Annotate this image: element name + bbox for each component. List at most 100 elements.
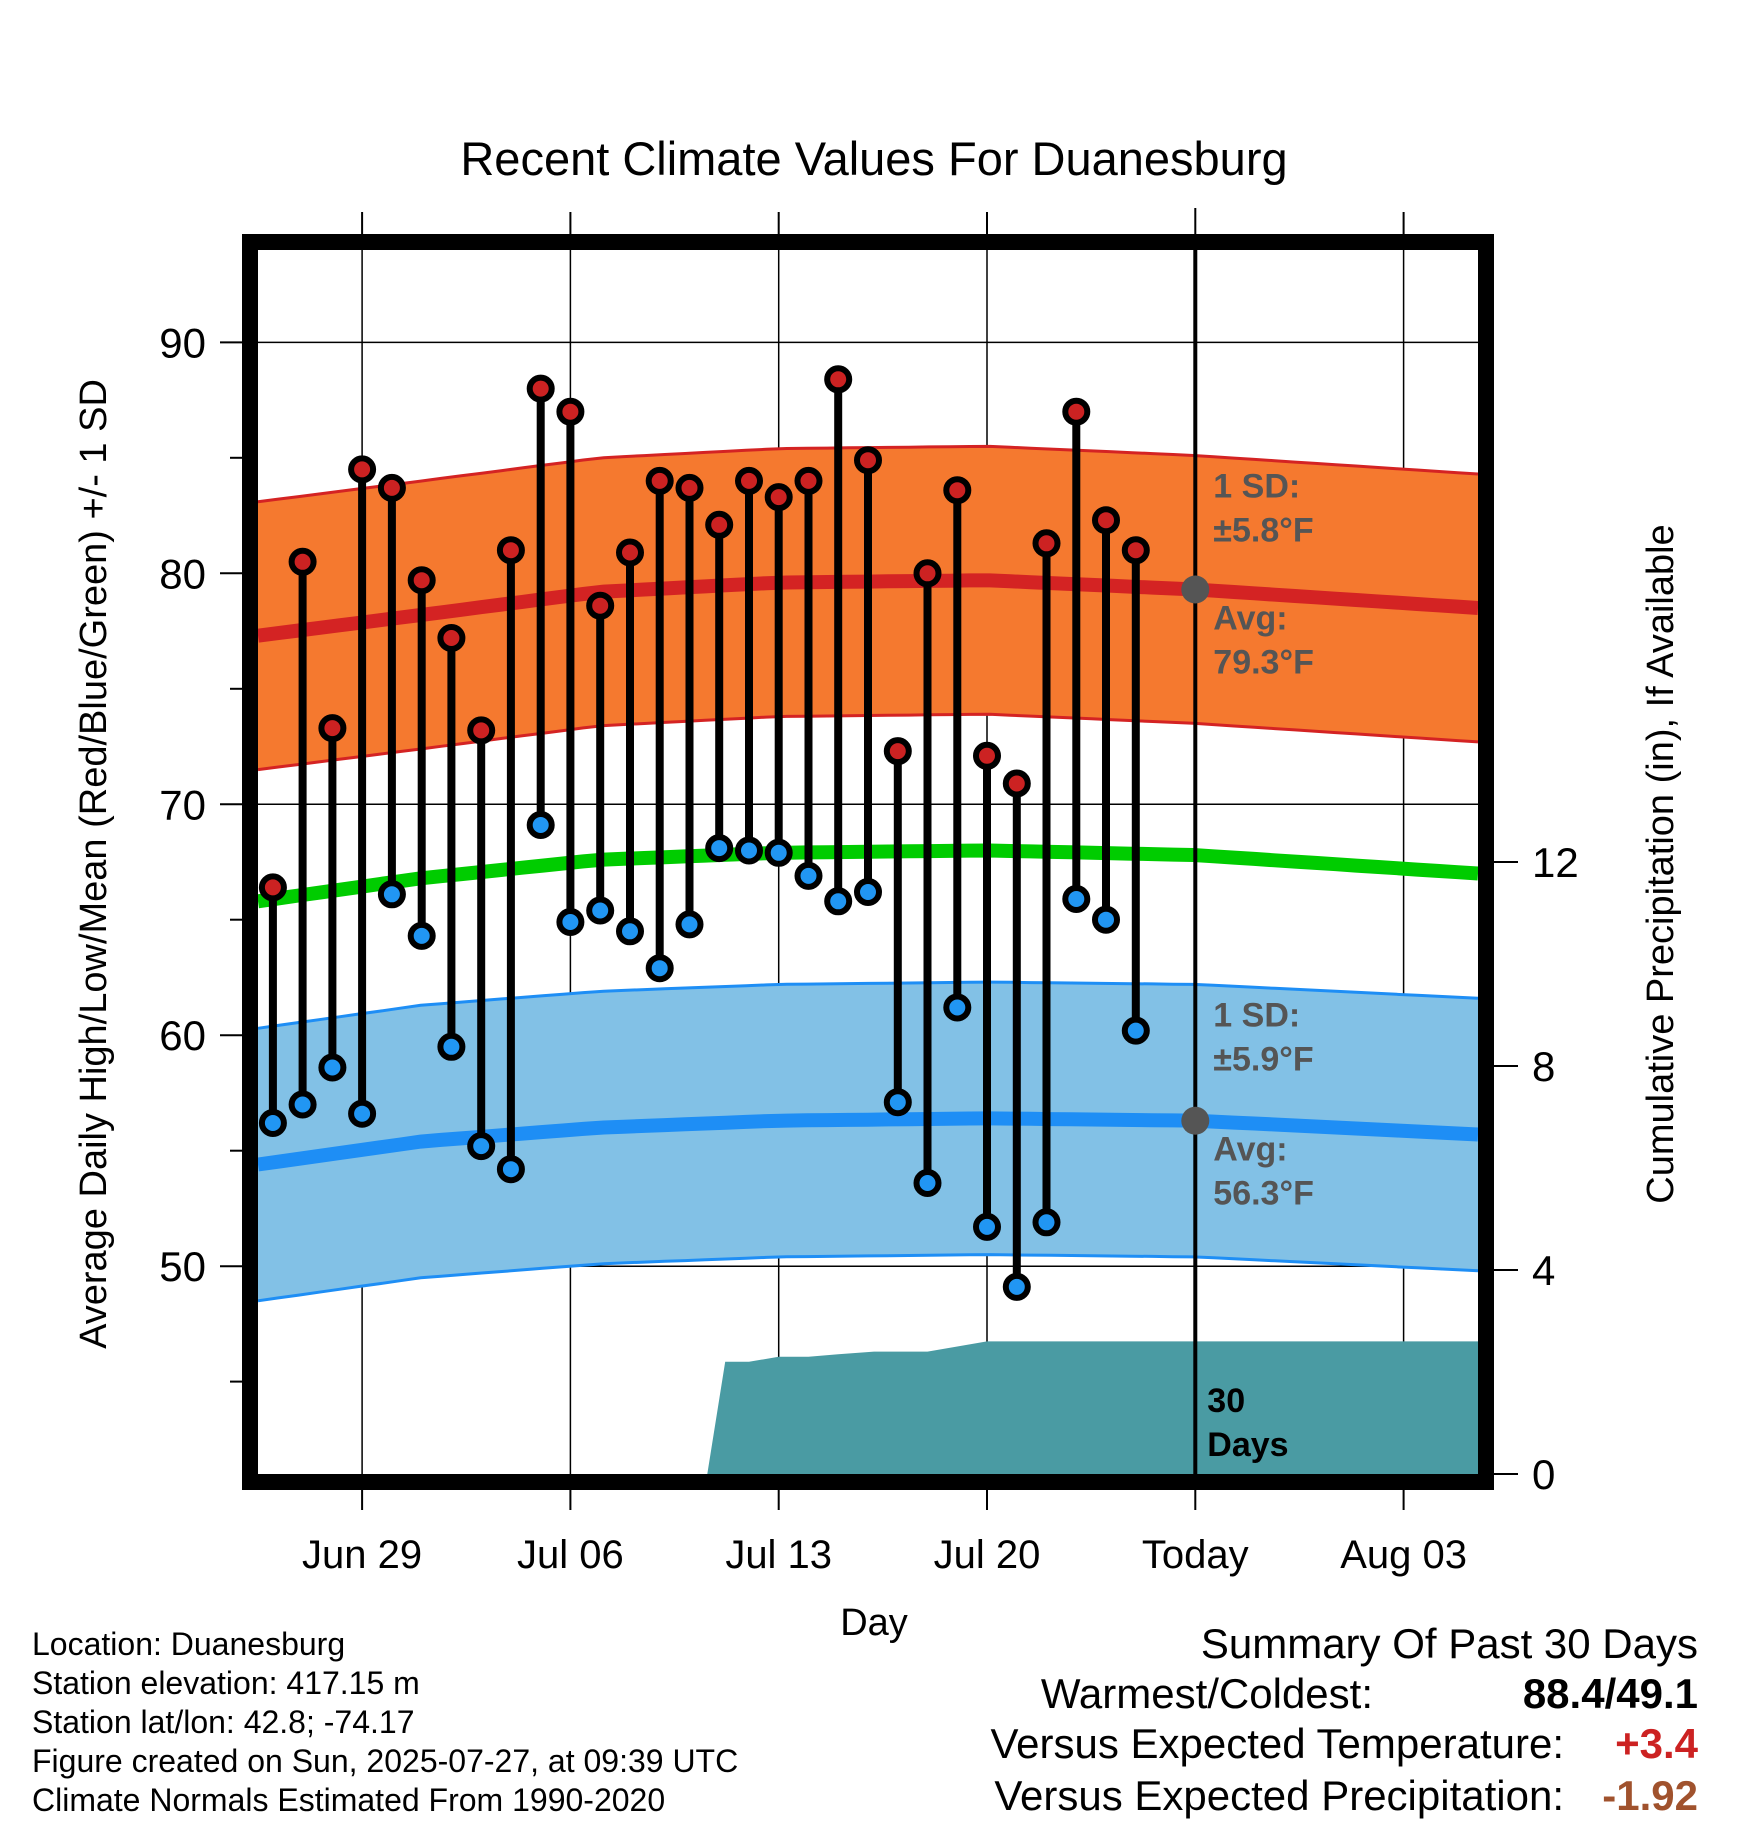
daily-high-point <box>586 591 615 620</box>
daily-high-point <box>616 538 644 567</box>
normal-low-line <box>257 1111 1479 1172</box>
today-high-normal-marker <box>1181 575 1210 604</box>
daily-low-point <box>794 861 823 890</box>
daily-low-point <box>1092 905 1120 934</box>
y-tick-label: 50 <box>159 1243 206 1290</box>
y-tick-label: 60 <box>159 1012 206 1059</box>
daily-low-point <box>556 908 585 936</box>
daily-high-point <box>883 737 912 766</box>
daily-low-point <box>735 836 763 865</box>
normals-text: Climate Normals Estimated From 1990-2020 <box>32 1782 666 1818</box>
today-low-normal-marker <box>1181 1106 1210 1135</box>
daily-high-point <box>377 473 406 502</box>
daily-low-point <box>764 838 793 867</box>
daily-low-point <box>288 1090 317 1119</box>
high-sd-value: ±5.8°F <box>1213 512 1313 550</box>
daily-low-point <box>616 917 644 946</box>
daily-high-point <box>348 455 377 484</box>
daily-high-point <box>705 510 734 539</box>
daily-low-point <box>824 887 853 916</box>
daily-high-point <box>645 466 674 495</box>
daily-high-point <box>1092 506 1120 535</box>
daily-high-point <box>437 624 466 652</box>
y2-tick-label: 12 <box>1532 839 1579 886</box>
daily-high-point <box>496 536 525 565</box>
daily-low-point <box>467 1132 496 1161</box>
daily-high-point <box>943 476 972 505</box>
created-text: Figure created on Sun, 2025-07-27, at 09… <box>32 1743 739 1779</box>
x-tick-label: Today <box>1142 1533 1249 1577</box>
plot-area: 1 SD: ±5.8°F Avg: 79.3°F 1 SD: ±5.9°F Avg: 56.3… <box>159 208 1579 1577</box>
warmest-label: Warmest/Coldest: <box>1040 1670 1373 1717</box>
temp-value: +3.4 <box>1615 1720 1698 1767</box>
daily-high-point <box>318 714 347 743</box>
elevation-text: Station elevation: 417.15 m <box>32 1665 420 1701</box>
precip-label: Versus Expected Precipitation: <box>994 1772 1564 1819</box>
x-tick-label: Jun 29 <box>302 1533 422 1577</box>
low-sd-value: ±5.9°F <box>1213 1040 1313 1078</box>
daily-low-point <box>348 1099 377 1128</box>
daily-low-point <box>377 880 406 909</box>
daily-high-point <box>467 716 496 745</box>
daily-low-point <box>854 878 882 906</box>
x-tick-label: Jul 13 <box>725 1533 832 1577</box>
daily-low-point <box>675 910 704 939</box>
daily-high-point <box>526 374 555 403</box>
latlon-text: Station lat/lon: 42.8; -74.17 <box>32 1704 415 1740</box>
daily-high-point <box>407 566 436 595</box>
y-axis-label: Average Daily High/Low/Mean (Red/Blue/Gr… <box>73 379 115 1349</box>
daily-high-point <box>675 473 704 502</box>
summary-title: Summary Of Past 30 Days <box>1200 1620 1698 1667</box>
y2-tick-label: 0 <box>1532 1451 1555 1498</box>
y2-axis-label: Cumulative Precipitation (in), If Availa… <box>1640 524 1682 1203</box>
daily-low-point <box>645 954 674 983</box>
precip-area <box>707 1341 1478 1474</box>
daily-low-point <box>1002 1272 1031 1301</box>
low-avg-value: 56.3°F <box>1213 1175 1314 1213</box>
daily-low-point <box>318 1053 347 1082</box>
daily-low-point <box>1121 1016 1150 1045</box>
high-sd-label: 1 SD: <box>1213 468 1300 506</box>
daily-low-point <box>883 1088 912 1117</box>
y-tick-label: 80 <box>159 550 206 597</box>
daily-high-point <box>258 873 287 902</box>
y-tick-label: 90 <box>159 319 206 366</box>
low-sd-band-lower-edge <box>257 1253 1479 1303</box>
daily-low-point <box>1032 1208 1061 1237</box>
daily-high-point <box>854 446 882 475</box>
y2-tick-label: 4 <box>1532 1247 1555 1294</box>
low-sd-label: 1 SD: <box>1213 996 1300 1034</box>
daily-low-point <box>973 1212 1001 1241</box>
chart-title: Recent Climate Values For Duanesburg <box>460 132 1287 185</box>
daily-low-point <box>705 834 734 863</box>
low-sd-band <box>258 982 1478 1301</box>
temp-label: Versus Expected Temperature: <box>990 1720 1564 1767</box>
daily-low-point <box>586 896 615 925</box>
days-label-line1: 30 <box>1207 1382 1245 1420</box>
daily-high-point <box>913 559 942 588</box>
daily-low-point <box>496 1155 525 1184</box>
daily-high-point <box>1121 536 1150 565</box>
daily-high-point <box>556 397 585 426</box>
daily-high-point <box>764 483 793 512</box>
y-tick-label: 70 <box>159 781 206 828</box>
daily-high-point <box>794 466 823 495</box>
x-tick-label: Jul 20 <box>934 1533 1041 1577</box>
daily-high-point <box>824 365 853 394</box>
daily-low-point <box>1062 885 1091 913</box>
daily-high-point <box>973 741 1001 770</box>
x-axis-label: Day <box>840 1602 908 1644</box>
daily-low-point <box>913 1169 942 1197</box>
low-sd-band-upper-edge <box>257 980 1479 1030</box>
daily-high-point <box>1032 529 1061 558</box>
daily-high-point <box>1002 769 1031 798</box>
x-tick-label: Aug 03 <box>1340 1533 1467 1577</box>
location-text: Location: Duanesburg <box>32 1626 346 1662</box>
daily-low-point <box>437 1032 466 1061</box>
high-avg-value: 79.3°F <box>1213 644 1314 682</box>
daily-low-point <box>526 811 555 839</box>
days-label-line2: Days <box>1207 1426 1288 1464</box>
daily-low-point <box>407 921 436 950</box>
daily-low-point <box>258 1109 287 1137</box>
